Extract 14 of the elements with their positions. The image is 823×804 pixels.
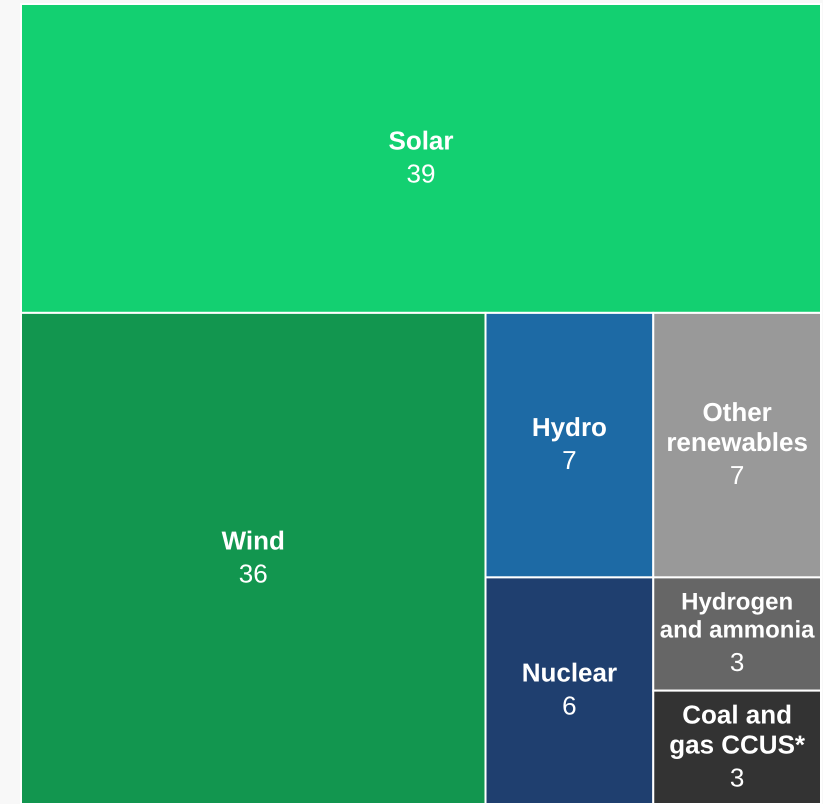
- category-label: Wind: [222, 525, 285, 556]
- data-label: 6: [562, 690, 577, 721]
- data-label: 3: [730, 647, 744, 678]
- data-label: 3: [730, 762, 744, 792]
- category-label: Hydro: [532, 412, 607, 442]
- data-label: 39: [406, 158, 436, 188]
- category-label: Hydrogen and ammonia: [660, 588, 816, 644]
- category-label: Coal and gas CCUS*: [669, 699, 806, 760]
- data-label: 36: [238, 558, 268, 588]
- category-label: Solar: [388, 125, 454, 156]
- data-label: 7: [562, 445, 577, 476]
- category-label: Nuclear: [522, 658, 618, 688]
- category-label: Other renewables: [666, 397, 808, 458]
- data-label: 7: [730, 460, 744, 490]
